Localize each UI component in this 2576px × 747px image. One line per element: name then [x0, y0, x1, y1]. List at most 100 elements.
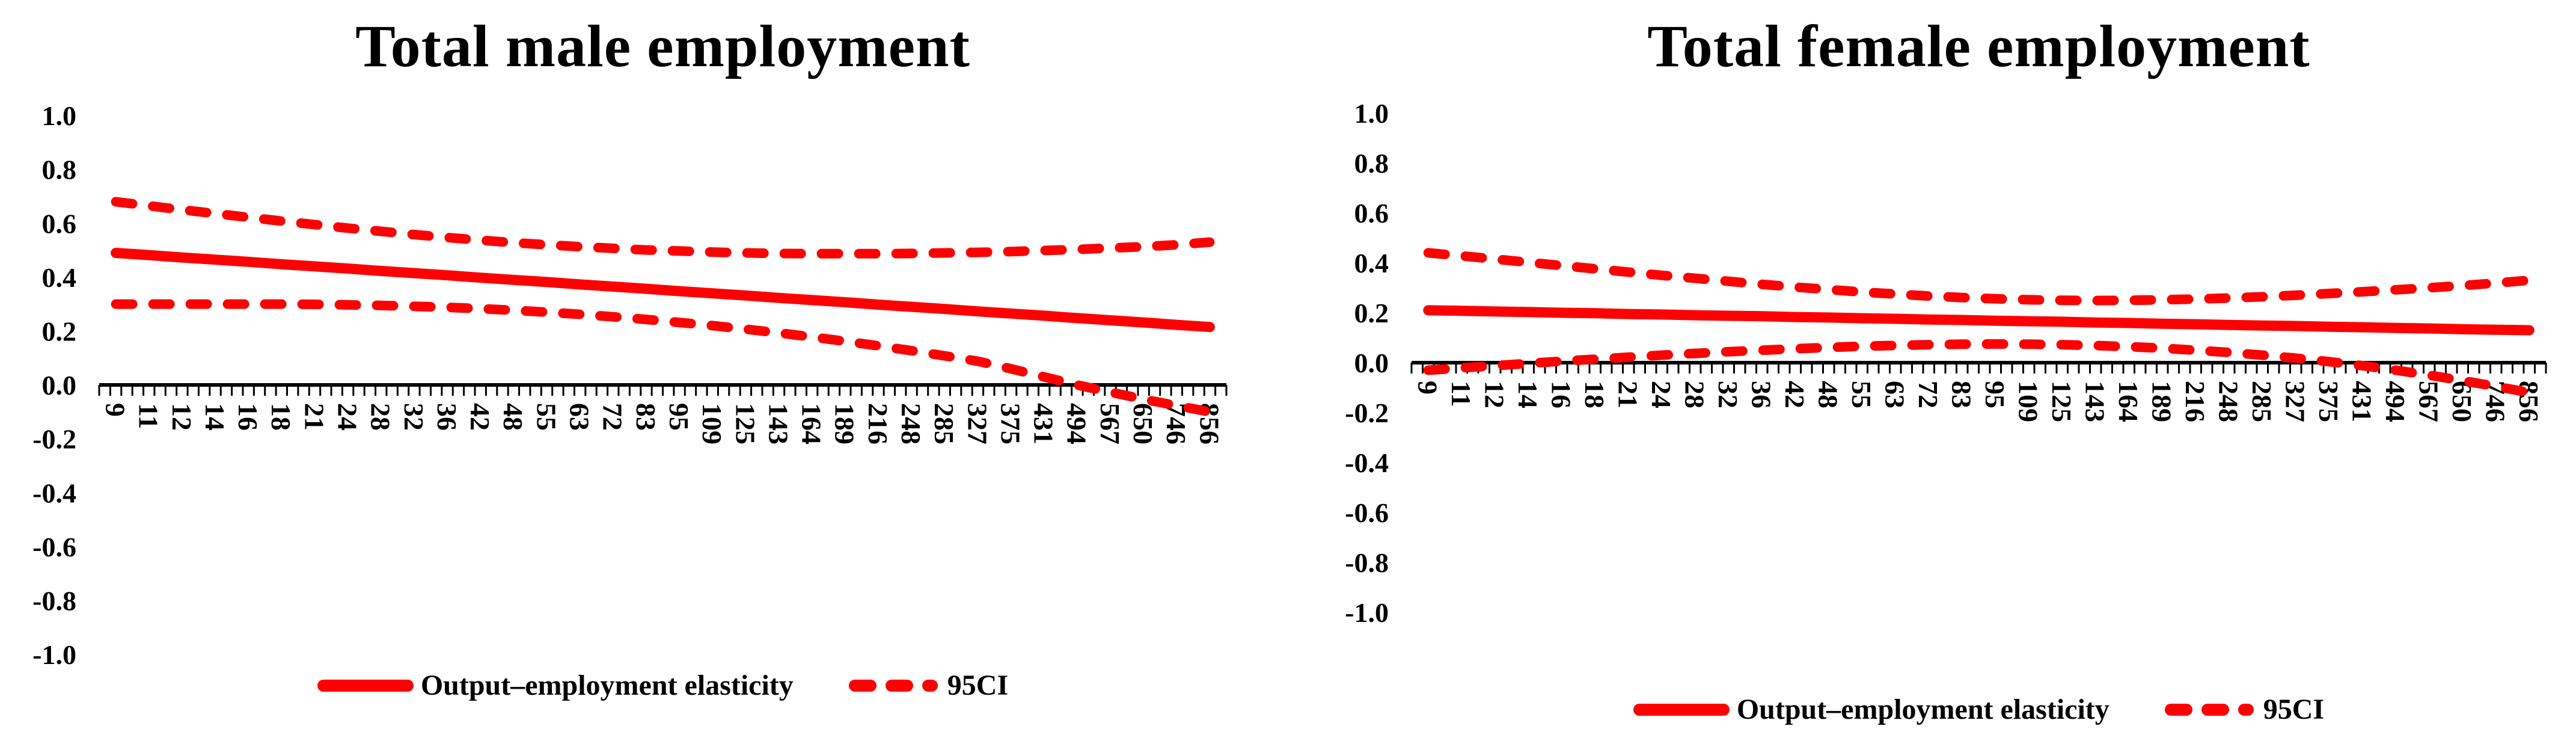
y-axis-tick-label: 0.0: [1354, 348, 1389, 378]
x-axis-tick-label: 83: [631, 403, 661, 431]
x-axis-tick-label: 494: [2380, 381, 2411, 422]
x-axis-tick-label: 12: [167, 403, 197, 431]
x-axis-tick-label: 375: [2313, 381, 2344, 422]
x-axis-tick-label: 72: [598, 403, 628, 431]
chart-title: Total female employment: [1647, 12, 2310, 79]
y-axis-tick-label: 0.0: [42, 370, 77, 401]
legend: Output–employment elasticity 95CI: [99, 666, 1226, 705]
x-axis-tick-label: 48: [1813, 381, 1844, 408]
x-axis-tick-label: 16: [233, 403, 263, 431]
y-axis-tick-label: -1.0: [32, 639, 76, 670]
plot-area: 1.00.80.60.40.20.0-0.2-0.4-0.6-0.8-1.09 1…: [32, 100, 1228, 670]
confidence-interval-line: [111, 197, 1215, 259]
x-axis-tick-label: 650: [2447, 381, 2477, 422]
y-axis-tick-label: -0.4: [1345, 447, 1389, 478]
x-axis-tick-label: 42: [465, 403, 495, 431]
x-axis-tick-label: 18: [1579, 381, 1610, 408]
x-axis-tick-label: 285: [2247, 381, 2277, 422]
y-axis-tick-label: 0.6: [42, 208, 77, 239]
x-axis-tick-label: 36: [1746, 381, 1777, 408]
legend-label-elasticity: Output–employment elasticity: [1736, 693, 2109, 725]
x-axis-tick-label: 11: [1446, 381, 1476, 407]
y-axis-tick-label: -0.6: [1345, 497, 1389, 528]
x-axis-tick-label: 109: [2013, 381, 2044, 422]
x-axis-tick-label: 327: [962, 403, 993, 444]
x-axis-tick-label: 14: [200, 403, 230, 431]
confidence-interval-line: [1423, 248, 2535, 306]
x-axis-tick-label: 9: [100, 403, 130, 417]
x-axis-tick-label: 143: [2080, 381, 2111, 422]
y-axis-tick-label: -0.6: [32, 532, 76, 562]
legend: Output–employment elasticity 95CI: [1412, 690, 2546, 729]
y-axis-tick-label: 1.0: [42, 100, 77, 131]
x-axis-tick-label: 125: [2046, 381, 2077, 422]
y-axis-tick-label: -0.2: [1345, 398, 1389, 428]
chart-total-female-employment: Total female employment 1.0 0.8 0.6 0.4 0.2 0…: [1288, 0, 2576, 747]
legend-label-95ci: 95CI: [2263, 693, 2325, 725]
plot-area: 1.00.80.60.40.20.0-0.2-0.4-0.6-0.8-1.09 1…: [1345, 98, 2547, 628]
y-axis-tick-label: 0.8: [1354, 148, 1389, 179]
x-axis-tick-label: 216: [2180, 381, 2210, 422]
x-axis-tick-label: 216: [863, 403, 893, 444]
y-axis-tick-label: 0.6: [1354, 198, 1389, 229]
x-axis-tick-label: 189: [2147, 381, 2177, 422]
x-axis-tick-label: 83: [1947, 381, 1977, 408]
x-axis-tick-label: 14: [1513, 381, 1543, 408]
y-axis-tick-label: 0.2: [1354, 298, 1389, 328]
x-axis-tick-label: 24: [1646, 381, 1677, 408]
x-axis-tick-label: 28: [1680, 381, 1710, 408]
confidence-interval-line: [111, 299, 1215, 417]
x-axis-tick-label: 21: [299, 403, 329, 431]
y-axis-tick-label: 0.4: [1354, 248, 1389, 278]
legend-solid-line-sample: [1633, 704, 1730, 716]
y-axis-tick-label: 0.4: [42, 262, 77, 293]
x-axis-tick-label: 63: [1880, 381, 1911, 408]
x-axis-tick-label: 11: [133, 403, 164, 429]
x-axis-tick-label: 48: [498, 403, 528, 431]
y-axis-tick-label: -0.8: [1345, 547, 1389, 578]
x-axis-tick-label: 12: [1479, 381, 1510, 408]
x-axis-tick-label: 650: [1128, 403, 1158, 444]
x-axis-tick-label: 95: [1980, 381, 2010, 408]
elasticity-line: [1423, 305, 2535, 336]
legend-dashed-line-sample: [848, 680, 941, 692]
x-axis-tick-label: 32: [1713, 381, 1743, 408]
y-axis-tick-label: 1.0: [1354, 98, 1389, 129]
legend-dashed-line-sample: [2164, 704, 2257, 716]
y-axis-tick-label: -0.4: [32, 478, 76, 508]
x-axis-tick-label: 9: [1413, 381, 1443, 395]
x-axis-tick-label: 327: [2280, 381, 2311, 422]
x-axis-tick-label: 248: [2213, 381, 2244, 422]
x-axis-tick-label: 16: [1546, 381, 1577, 408]
x-axis-tick-label: 36: [432, 403, 462, 431]
chart-title: Total male employment: [355, 12, 970, 79]
y-axis-tick-label: 0.8: [42, 155, 77, 185]
y-axis-tick-label: 0.2: [42, 316, 77, 347]
x-axis-tick-label: 72: [1913, 381, 1944, 408]
x-axis-tick-label: 55: [531, 403, 561, 431]
x-axis-tick-label: 63: [564, 403, 595, 431]
y-axis-tick-label: -0.8: [32, 586, 76, 616]
x-axis-tick-label: 143: [763, 403, 794, 444]
x-axis-tick-label: 28: [366, 403, 396, 431]
x-axis-tick-label: 32: [399, 403, 429, 431]
x-axis-tick-label: 164: [797, 403, 827, 444]
x-axis-tick-label: 248: [896, 403, 926, 444]
y-axis-tick-label: -1.0: [1345, 597, 1389, 628]
x-axis-tick-label: 125: [730, 403, 760, 444]
x-axis-tick-label: 164: [2113, 381, 2144, 422]
x-axis-tick-label: 375: [995, 403, 1026, 444]
x-axis-tick-label: 189: [830, 403, 860, 444]
legend-solid-line-sample: [317, 680, 414, 692]
chart-total-male-employment: Total male employment 1.0 0.8 0.6 0.4 0.2 0.0…: [32, 12, 1228, 705]
x-axis-tick-label: 431: [2347, 381, 2378, 422]
x-axis-tick-label: 567: [2414, 381, 2444, 422]
x-axis-tick-label: 18: [266, 403, 296, 431]
legend-label-elasticity: Output–employment elasticity: [420, 669, 794, 701]
x-axis-tick-label: 42: [1779, 381, 1810, 408]
x-axis-tick-label: 567: [1095, 403, 1125, 444]
elasticity-line: [111, 248, 1215, 333]
x-axis-tick-label: 109: [697, 403, 727, 444]
y-axis-tick-label: -0.2: [32, 424, 76, 455]
